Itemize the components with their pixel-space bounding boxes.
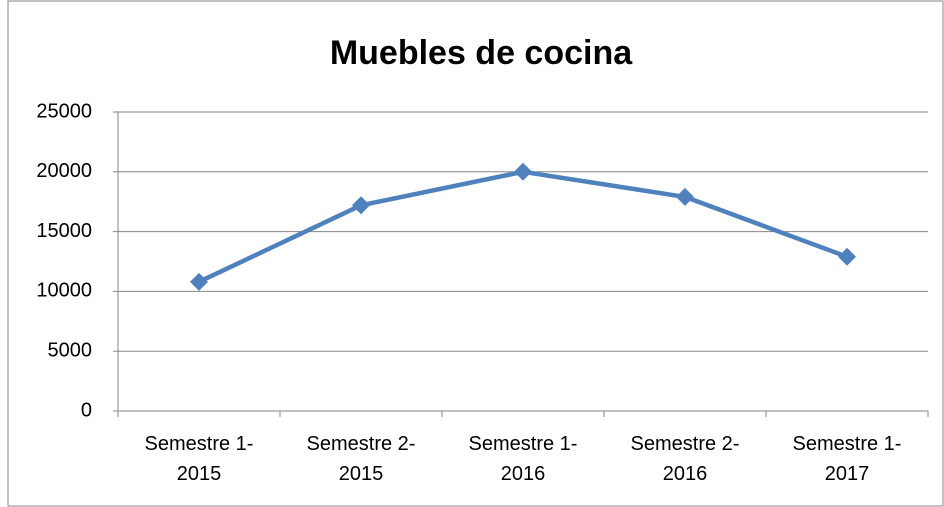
point-marker	[676, 187, 694, 206]
point-marker	[352, 196, 370, 215]
chart-title: Muebles de cocina	[330, 34, 633, 72]
x-tick-label: Semestre 2-2015	[306, 433, 416, 485]
x-tick-label: Semestre 1-2017	[792, 433, 902, 485]
chart-border	[7, 0, 944, 507]
point-marker	[838, 247, 856, 266]
y-tick-label: 15000	[36, 220, 92, 242]
y-tick-label: 0	[81, 399, 92, 421]
x-tick-label: Semestre 2-2016	[630, 433, 740, 485]
point-marker	[190, 272, 208, 291]
x-tick-label: Semestre 1-2016	[468, 433, 578, 485]
x-tick-label: Semestre 1-2015	[144, 433, 254, 485]
y-tick-label: 25000	[36, 100, 92, 122]
y-tick-label: 10000	[36, 280, 92, 302]
point-marker	[514, 162, 532, 181]
y-tick-label: 20000	[36, 160, 92, 182]
y-tick-label: 5000	[48, 339, 93, 361]
